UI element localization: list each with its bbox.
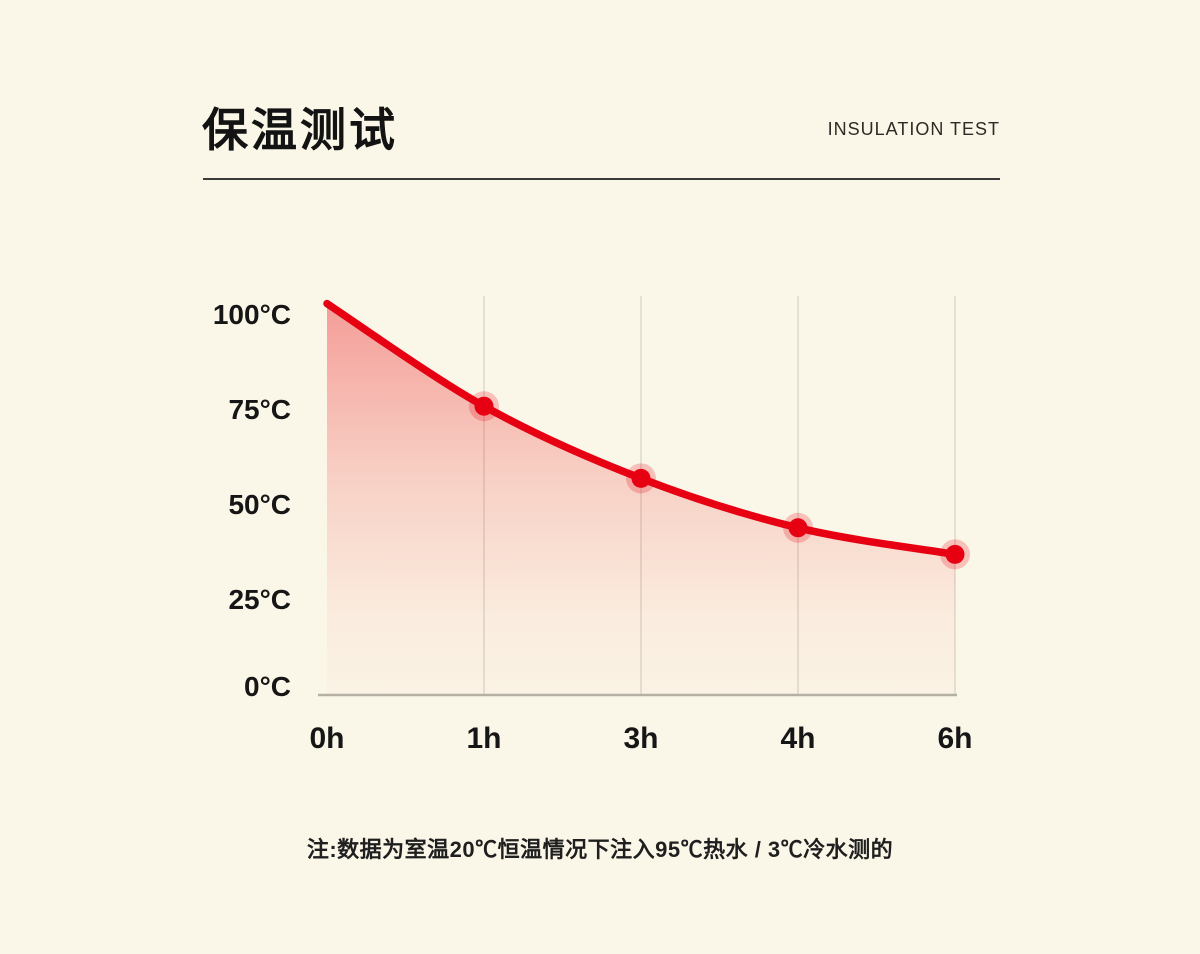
x-axis-tick-1h: 1h bbox=[466, 722, 502, 755]
y-axis-tick-0: 0°C bbox=[244, 671, 291, 702]
x-axis-tick-0h: 0h bbox=[309, 722, 345, 755]
y-axis-tick-25: 25°C bbox=[228, 584, 291, 615]
data-point-6h bbox=[945, 544, 965, 564]
data-point-3h bbox=[631, 468, 651, 488]
x-axis-tick-3h: 3h bbox=[623, 722, 659, 755]
x-axis-tick-6h: 6h bbox=[937, 722, 973, 755]
data-point-1h bbox=[474, 396, 494, 416]
y-axis-tick-75: 75°C bbox=[228, 394, 291, 425]
y-axis-tick-100: 100°C bbox=[212, 299, 291, 330]
y-axis-tick-50: 50°C bbox=[228, 489, 291, 520]
test-conditions-note: 注:数据为室温20℃恒温情况下注入95℃热水 / 3℃冷水测的 bbox=[306, 837, 894, 862]
page-title: 保温测试 bbox=[202, 104, 398, 156]
temperature-area-fill bbox=[327, 303, 955, 695]
data-point-4h bbox=[788, 518, 808, 538]
header-divider bbox=[203, 178, 1000, 180]
page-subtitle: INSULATION TEST bbox=[827, 119, 1000, 139]
x-axis-tick-4h: 4h bbox=[780, 722, 816, 755]
